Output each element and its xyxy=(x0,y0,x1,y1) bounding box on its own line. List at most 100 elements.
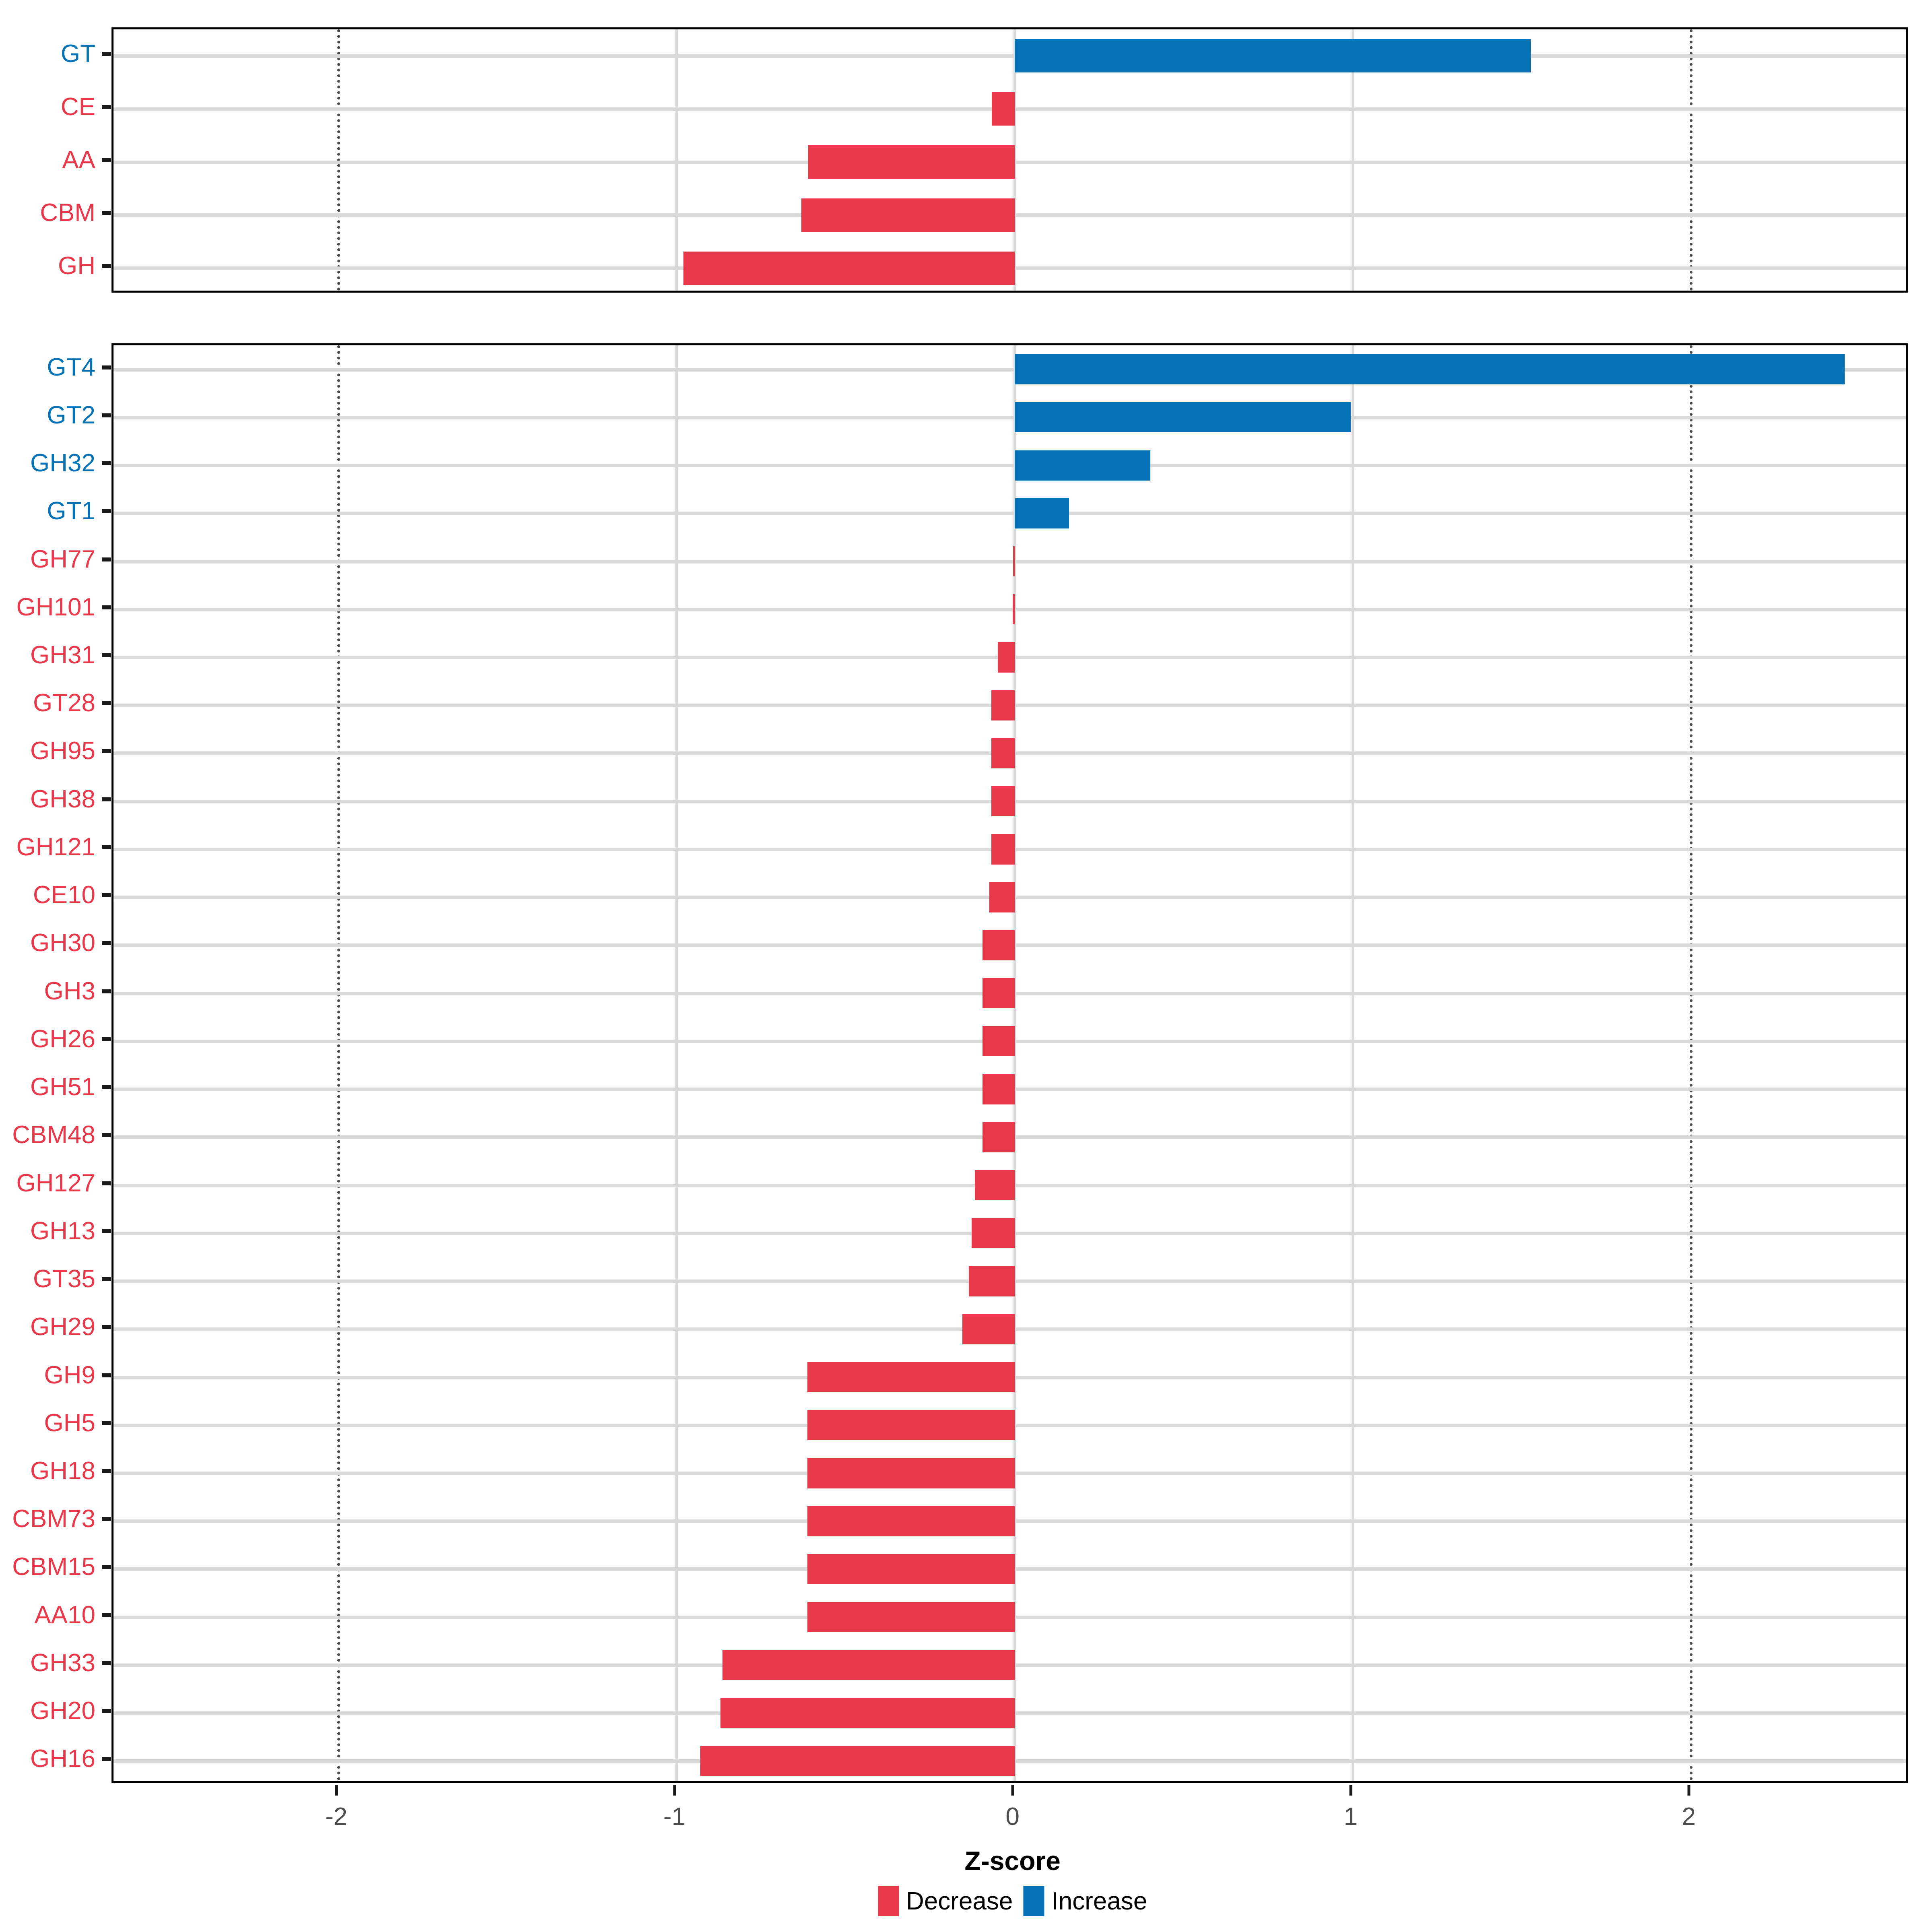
bar-GH20 xyxy=(720,1698,1015,1728)
y-axis-tick xyxy=(102,52,111,56)
y-axis-label-GH77: GH77 xyxy=(30,545,95,573)
y-axis-tick xyxy=(102,893,111,898)
bar-GH101 xyxy=(1012,594,1015,625)
y-axis-tick xyxy=(102,605,111,609)
y-axis-tick xyxy=(102,1373,111,1377)
bar-CBM48 xyxy=(982,1122,1015,1152)
bar-GH13 xyxy=(971,1218,1015,1249)
y-axis-tick xyxy=(102,653,111,658)
gridline-row xyxy=(114,559,1906,564)
bar-GH26 xyxy=(982,1026,1015,1057)
bar-GH xyxy=(683,251,1015,285)
y-axis-label-GH32: GH32 xyxy=(30,449,95,477)
y-axis-tick xyxy=(102,701,111,706)
y-axis-tick xyxy=(102,1085,111,1090)
y-axis-tick xyxy=(102,1613,111,1617)
bar-GT4 xyxy=(1014,354,1845,385)
cazyme-family-plot-area xyxy=(114,345,1906,1781)
bar-GH77 xyxy=(1013,546,1015,577)
y-axis-label-GH31: GH31 xyxy=(30,641,95,669)
x-axis-tick xyxy=(1687,1785,1690,1796)
bar-GH95 xyxy=(991,738,1015,769)
y-axis-tick xyxy=(102,509,111,514)
y-axis-label-GH26: GH26 xyxy=(30,1025,95,1053)
gridline-major xyxy=(1351,29,1354,291)
gridline-major-dashed xyxy=(1689,345,1693,1781)
x-axis-tick-label: 2 xyxy=(1682,1803,1696,1831)
y-axis-label-GH95: GH95 xyxy=(30,737,95,765)
gridline-row xyxy=(114,512,1906,516)
bar-GH127 xyxy=(975,1170,1015,1201)
legend-entry-decrease[interactable]: Decrease xyxy=(878,1886,1013,1916)
x-axis-tick-label: 1 xyxy=(1344,1803,1358,1831)
bar-CE xyxy=(992,92,1015,126)
y-axis-label-GT4: GT4 xyxy=(47,353,95,381)
y-axis-label-GH9: GH9 xyxy=(44,1361,95,1389)
bar-AA xyxy=(808,145,1015,179)
y-axis-label-GH30: GH30 xyxy=(30,929,95,957)
gridline-major xyxy=(675,29,678,291)
y-axis-tick xyxy=(102,845,111,849)
gridline-major-dashed xyxy=(1689,29,1693,291)
bar-GH5 xyxy=(807,1410,1015,1441)
y-axis-label-GH5: GH5 xyxy=(44,1409,95,1437)
y-axis-label-GT28: GT28 xyxy=(33,689,95,717)
x-axis-tick xyxy=(673,1785,676,1796)
gridline-row xyxy=(114,367,1906,372)
y-axis-label-GH18: GH18 xyxy=(30,1457,95,1485)
y-axis-tick xyxy=(102,1277,111,1282)
y-axis-label-GT2: GT2 xyxy=(47,401,95,429)
y-axis-tick xyxy=(102,461,111,466)
y-axis-tick xyxy=(102,1757,111,1761)
bar-AA10 xyxy=(807,1602,1015,1633)
y-axis-tick xyxy=(102,1133,111,1137)
legend-entry-increase[interactable]: Increase xyxy=(1023,1886,1147,1916)
y-axis-tick xyxy=(102,1469,111,1473)
bar-GH33 xyxy=(722,1650,1015,1680)
bar-GH31 xyxy=(997,642,1015,673)
y-axis-label-GH29: GH29 xyxy=(30,1313,95,1341)
y-axis-tick xyxy=(102,797,111,801)
y-axis-label-GH38: GH38 xyxy=(30,785,95,813)
y-axis-label-CE: CE xyxy=(60,93,95,121)
y-axis-label-CBM: CBM xyxy=(40,199,95,227)
bar-GH16 xyxy=(700,1746,1015,1776)
gridline-row xyxy=(114,54,1906,58)
legend-swatch-increase xyxy=(1023,1886,1044,1916)
y-axis-tick xyxy=(102,1709,111,1713)
y-axis-tick xyxy=(102,264,111,268)
x-axis-tick-label: -2 xyxy=(325,1803,348,1831)
y-axis-label-CBM48: CBM48 xyxy=(12,1121,95,1149)
bar-GH38 xyxy=(991,786,1015,817)
bar-GH30 xyxy=(982,930,1015,960)
gridline-major-dashed xyxy=(337,29,340,291)
x-axis-tick-label: 0 xyxy=(1005,1803,1020,1831)
y-axis-label-GH101: GH101 xyxy=(16,593,95,621)
y-axis-label-GH3: GH3 xyxy=(44,977,95,1005)
y-axis-label-GH121: GH121 xyxy=(16,833,95,861)
cazyme-class-plot-area xyxy=(114,29,1906,291)
y-axis-label-AA10: AA10 xyxy=(34,1601,95,1629)
gridline-row xyxy=(114,415,1906,419)
gridline-row xyxy=(114,464,1906,468)
y-axis-tick xyxy=(102,989,111,993)
y-axis-tick xyxy=(102,158,111,162)
y-axis-tick xyxy=(102,1325,111,1329)
x-axis-tick xyxy=(1011,1785,1014,1796)
cazyme-family-panel xyxy=(111,343,1908,1783)
y-axis-tick xyxy=(102,749,111,753)
bar-GT xyxy=(1014,39,1531,73)
y-axis-tick xyxy=(102,365,111,369)
cazyme-class-panel xyxy=(111,27,1908,293)
bar-GT1 xyxy=(1014,498,1069,528)
y-axis-label-GT35: GT35 xyxy=(33,1265,95,1293)
y-axis-label-GT: GT xyxy=(60,39,95,68)
y-axis-tick xyxy=(102,413,111,417)
y-axis-label-AA: AA xyxy=(62,146,95,174)
y-axis-label-CBM73: CBM73 xyxy=(12,1505,95,1533)
bar-GH3 xyxy=(982,978,1015,1009)
x-axis-title: Z-score xyxy=(964,1846,1061,1876)
bar-GT35 xyxy=(969,1266,1015,1296)
y-axis-tick xyxy=(102,1229,111,1233)
